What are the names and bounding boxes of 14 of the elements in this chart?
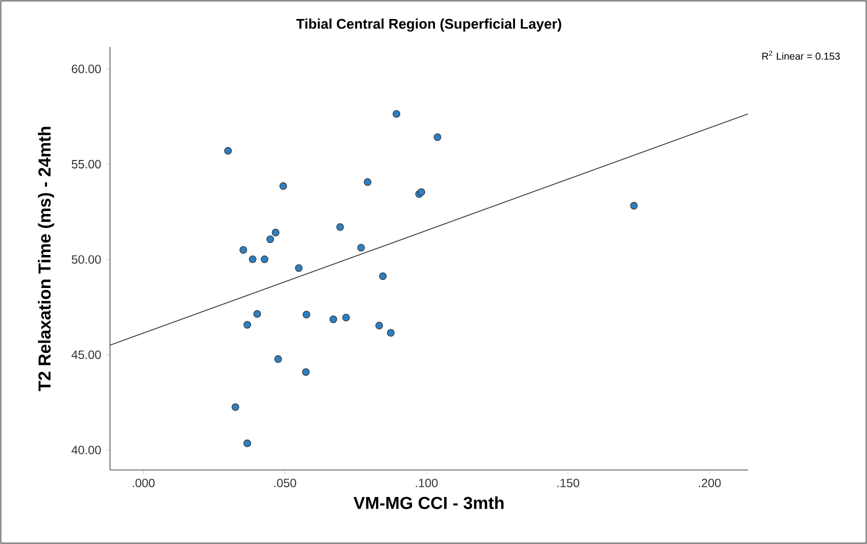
y-tick-label: 45.00 [72,350,101,359]
x-tick-label: .100 [416,478,438,488]
x-tick-label: .050 [274,478,296,488]
y-tick-label: 50.00 [72,255,101,264]
x-tick-label: .000 [132,478,155,488]
x-axis-title: VM-MG CCI - 3mth [354,496,504,510]
y-tick-label: 55.00 [72,160,101,168]
chart-title: Tibial Central Region (Superficial Layer) [296,18,562,32]
text: R$^{2}$ Linear = 0.153 [762,50,840,60]
y-tick-label: 40.00 [72,446,101,454]
y-axis-title: T2 Relaxation Time (ms) - 24mth [38,126,54,392]
y-tick-label: 60.00 [72,64,101,74]
x-tick-label: .200 [698,478,721,488]
x-tick-label: .150 [557,478,580,488]
